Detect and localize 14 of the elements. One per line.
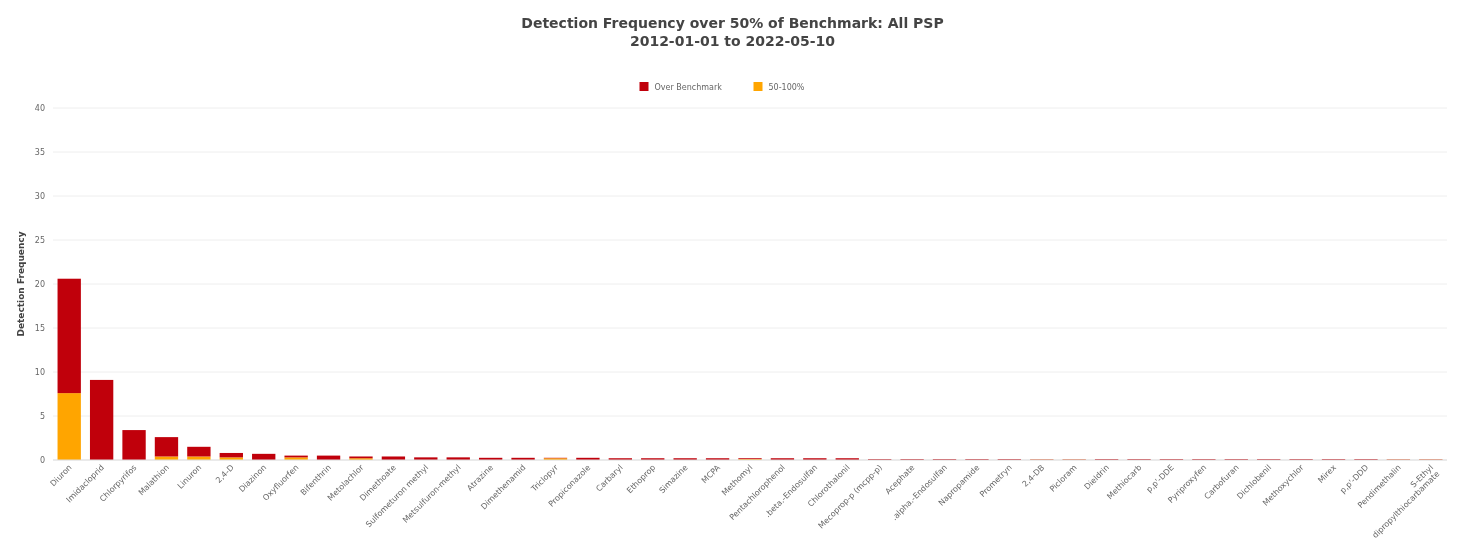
y-tick-label: 10 xyxy=(34,367,45,377)
y-axis-title: Detection Frequency xyxy=(16,231,26,337)
legend-label: 50-100% xyxy=(768,83,805,92)
chart-subtitle: 2012-01-01 to 2022-05-10 xyxy=(629,33,836,49)
y-tick-label: 25 xyxy=(34,235,45,245)
y-tick-label: 35 xyxy=(34,147,45,157)
y-tick-label: 0 xyxy=(39,455,45,465)
y-tick-label: 40 xyxy=(34,103,45,113)
legend-label: Over Benchmark xyxy=(654,83,723,92)
y-tick-label: 5 xyxy=(39,411,45,421)
y-tick-label: 30 xyxy=(34,191,45,201)
y-tick-label: 15 xyxy=(34,323,45,333)
y-tick-label: 20 xyxy=(34,279,45,289)
chart-title: Detection Frequency over 50% of Benchmark: All PSP xyxy=(521,15,944,31)
